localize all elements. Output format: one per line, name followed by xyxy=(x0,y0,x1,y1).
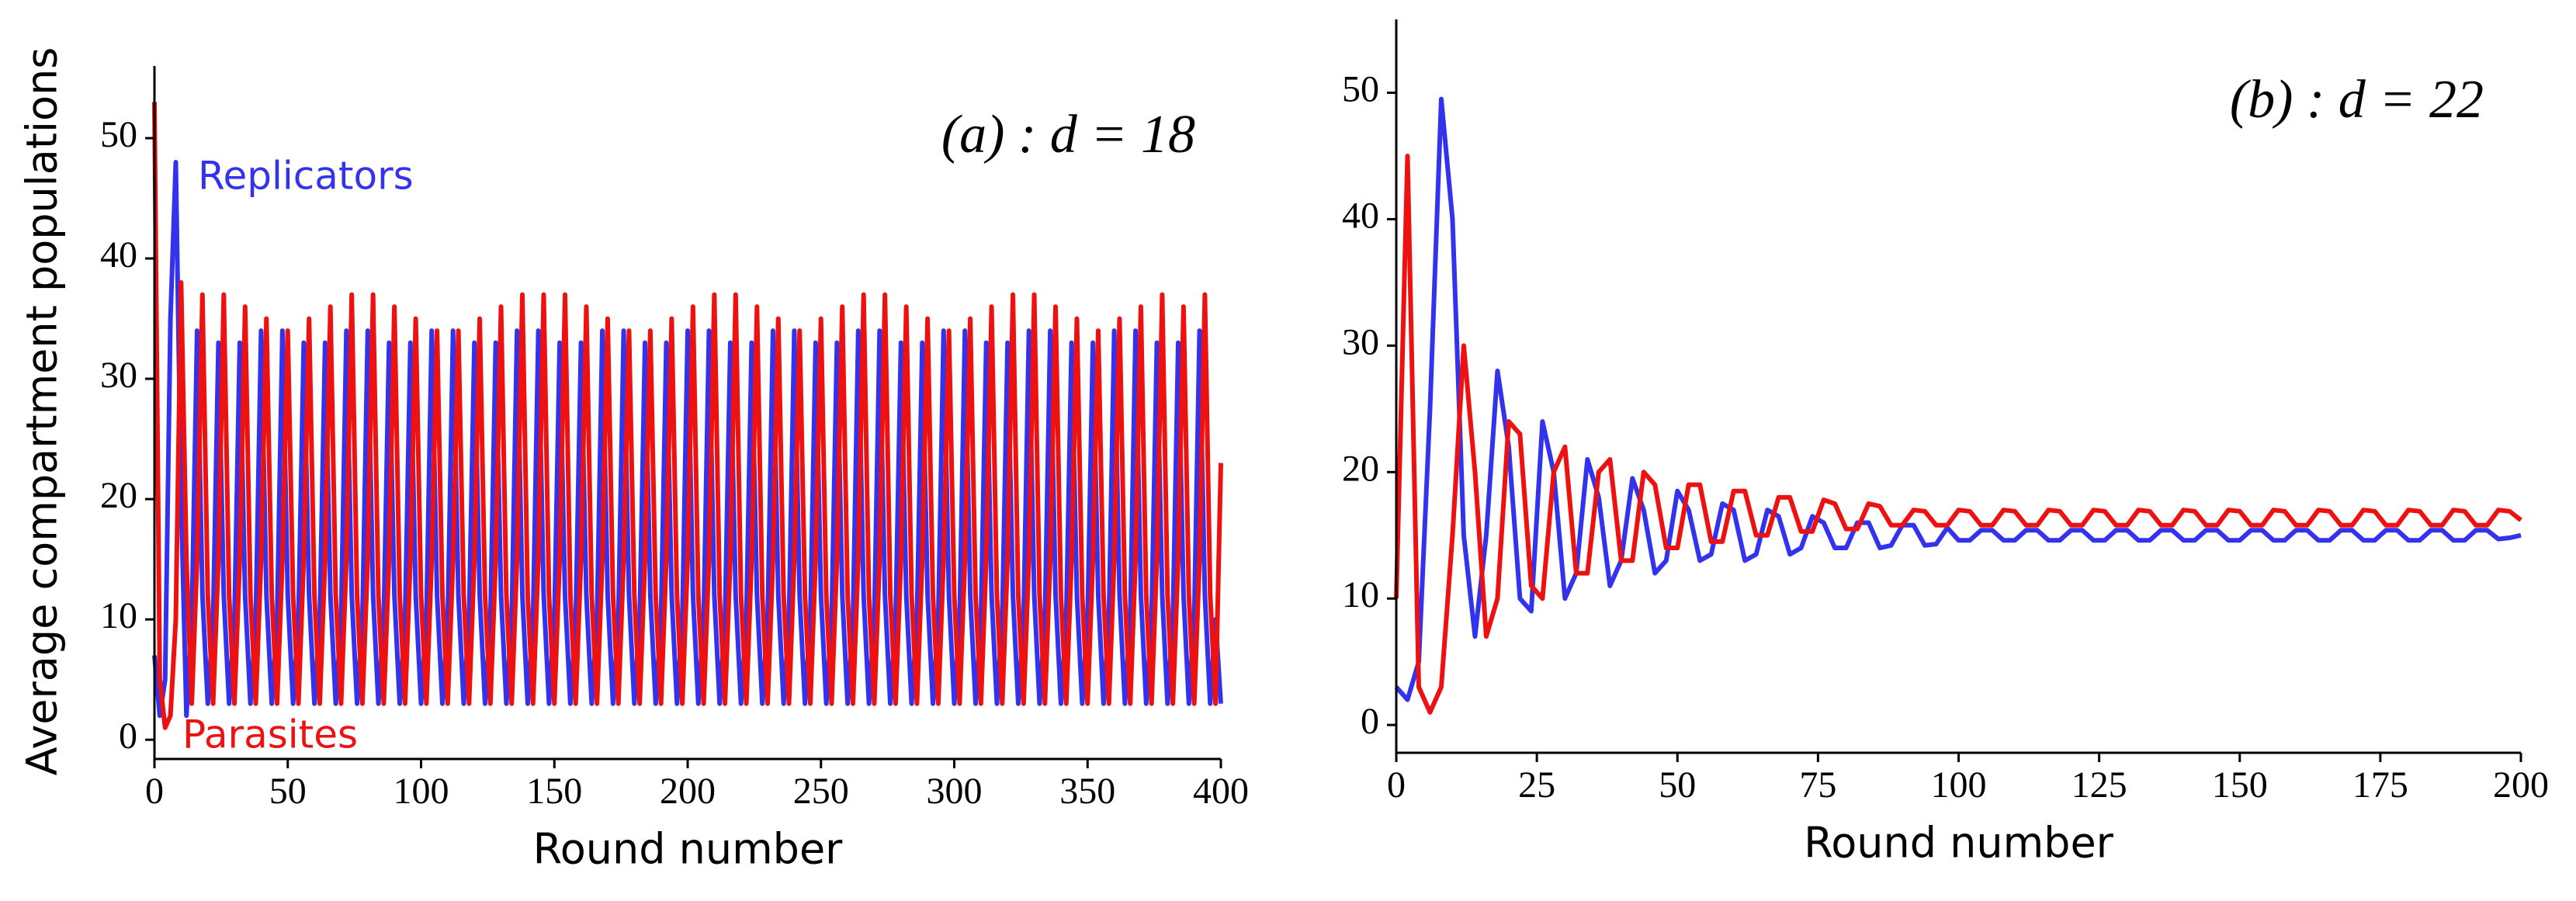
x-tick-label: 150 xyxy=(526,771,582,812)
x-tick-label: 250 xyxy=(793,771,849,812)
x-axis-label: Round number xyxy=(1804,819,2114,868)
x-tick-label: 125 xyxy=(2072,764,2127,806)
y-tick-label: 30 xyxy=(1342,321,1379,362)
panel-title: (a) : d = 18 xyxy=(941,105,1195,165)
y-tick-label: 10 xyxy=(100,595,137,636)
x-tick-label: 400 xyxy=(1193,771,1249,812)
panel-title: (b) : d = 22 xyxy=(2230,70,2484,130)
y-tick-label: 0 xyxy=(1361,701,1379,742)
y-tick-label: 0 xyxy=(119,716,137,757)
x-tick-label: 300 xyxy=(927,771,983,812)
series-label: Parasites xyxy=(182,712,358,757)
x-tick-label: 50 xyxy=(269,771,307,812)
x-tick-label: 25 xyxy=(1518,764,1555,806)
y-tick-label: 40 xyxy=(1342,195,1379,236)
x-tick-label: 175 xyxy=(2352,764,2408,806)
y-tick-label: 20 xyxy=(1342,448,1379,489)
series-label: Replicators xyxy=(198,154,414,199)
x-tick-label: 350 xyxy=(1059,771,1115,812)
y-tick-label: 50 xyxy=(100,114,137,155)
x-tick-label: 0 xyxy=(1387,764,1406,806)
y-tick-label: 30 xyxy=(100,355,137,396)
x-tick-label: 50 xyxy=(1659,764,1696,806)
y-tick-label: 40 xyxy=(100,234,137,275)
y-tick-label: 20 xyxy=(100,475,137,516)
x-tick-label: 200 xyxy=(660,771,716,812)
x-tick-label: 150 xyxy=(2212,764,2268,806)
x-tick-label: 75 xyxy=(1799,764,1836,806)
x-tick-label: 100 xyxy=(394,771,449,812)
data-line xyxy=(1394,153,2522,715)
data-line xyxy=(1394,96,2522,702)
x-axis-label: Round number xyxy=(533,825,844,874)
x-tick-label: 0 xyxy=(145,771,164,812)
y-tick-label: 10 xyxy=(1342,574,1379,615)
data-line xyxy=(152,102,1223,730)
y-tick-label: 50 xyxy=(1342,69,1379,110)
x-tick-label: 200 xyxy=(2493,764,2549,806)
x-tick-label: 100 xyxy=(1931,764,1987,806)
y-axis-label: Average compartment populations xyxy=(18,47,67,776)
